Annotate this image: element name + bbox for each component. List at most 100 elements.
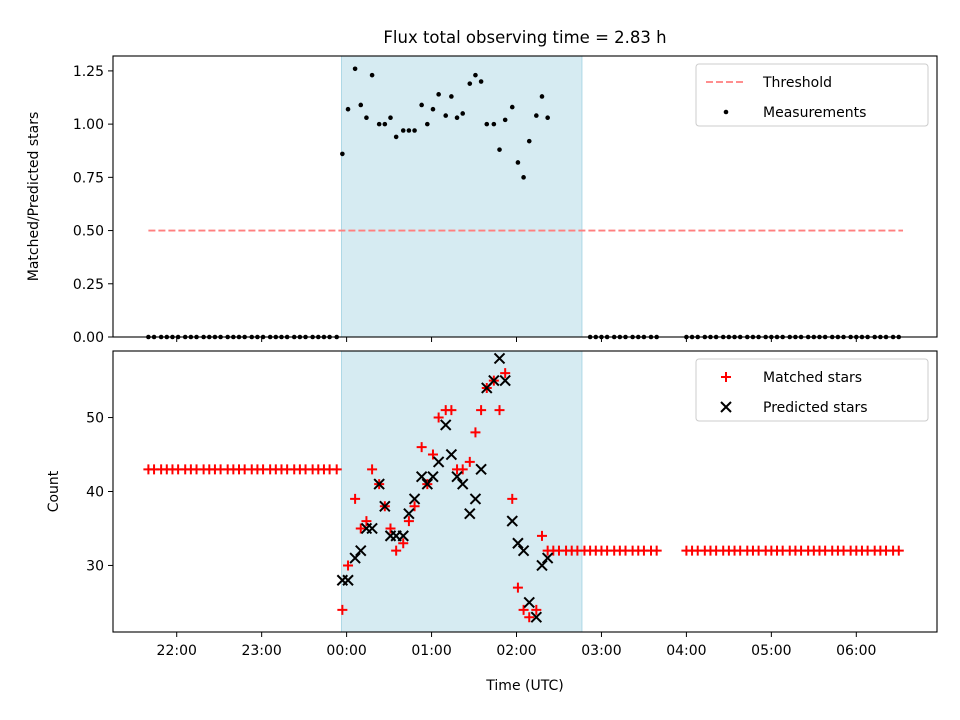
predicted-star-point xyxy=(517,544,530,557)
measurement-point xyxy=(393,134,399,140)
predicted-star-point xyxy=(506,515,518,527)
predicted-star-point xyxy=(432,456,445,468)
y-tick-label: 1.25 xyxy=(73,64,104,80)
matched-star-point xyxy=(391,545,402,556)
measurement-point xyxy=(467,81,473,86)
predicted-star-point xyxy=(342,574,354,586)
measurement-point xyxy=(369,72,375,78)
predicted-star-point xyxy=(512,537,524,549)
x-axis-label: Time (UTC) xyxy=(485,678,563,694)
measurement-point xyxy=(460,111,466,116)
measurement-point xyxy=(382,121,388,127)
matched-star-point xyxy=(398,538,409,549)
x-tick-label: 03:00 xyxy=(581,643,621,659)
matched-star-point xyxy=(361,516,372,527)
y-axis-label: Matched/Predicted stars xyxy=(26,112,42,282)
chart-title: Flux total observing time = 2.83 h xyxy=(383,28,666,47)
measurement-point xyxy=(484,121,490,127)
legend-predicted-swatch xyxy=(720,401,732,413)
predicted-star-point xyxy=(421,478,434,490)
matched-star-point xyxy=(427,449,438,460)
predicted-star-point xyxy=(464,507,476,520)
matched-star-point xyxy=(367,464,378,475)
predicted-star-point xyxy=(415,471,428,483)
matched-star-point xyxy=(416,442,427,453)
measurement-point xyxy=(388,115,393,121)
predicted-star-point xyxy=(475,463,487,476)
predicted-star-point xyxy=(403,507,415,520)
x-tick-label: 22:00 xyxy=(157,643,197,659)
matched-star-point xyxy=(531,604,542,615)
y-axis-label: Count xyxy=(46,470,62,512)
measurement-point xyxy=(515,160,521,165)
measurement-point xyxy=(521,175,526,180)
matched-star-point xyxy=(385,523,396,534)
observing-window-shade xyxy=(341,55,583,338)
measurement-point xyxy=(502,117,508,123)
measurement-point xyxy=(345,106,351,112)
predicted-star-point xyxy=(349,552,361,564)
x-tick-label: 00:00 xyxy=(326,643,366,659)
measurement-point xyxy=(491,121,497,127)
legend: Matched stars Predicted stars xyxy=(695,358,929,422)
measurement-point xyxy=(526,138,532,144)
bottom-panel: 30 40 50 22:00 23:00 00:00 01:00 02:00 03:00 04:0… xyxy=(46,350,938,694)
y-tick-label: 1.00 xyxy=(73,117,104,133)
measurement-point xyxy=(436,92,441,97)
matched-star-point xyxy=(518,604,529,615)
measurement-point xyxy=(509,104,515,110)
predicted-star-point xyxy=(366,522,378,535)
predicted-star-point xyxy=(440,419,452,431)
matched-star-point xyxy=(350,493,361,504)
matched-star-point xyxy=(409,501,420,512)
y-tick-label: 30 xyxy=(86,558,104,574)
measurement-point xyxy=(545,115,550,121)
predicted-star-point xyxy=(488,374,500,387)
matched-star-point xyxy=(494,405,505,416)
matched-star-point xyxy=(476,405,487,416)
legend-label: Threshold xyxy=(762,75,832,91)
measurement-point xyxy=(473,72,478,78)
matched-star-point xyxy=(355,523,366,534)
measurement-point xyxy=(443,113,449,118)
measurement-point xyxy=(454,115,460,121)
matched-star-point xyxy=(457,464,468,475)
measurement-point xyxy=(406,128,412,133)
x-tick-label: 02:00 xyxy=(496,643,536,659)
y-tick-label: 0.75 xyxy=(73,170,104,186)
measurement-point xyxy=(539,94,545,99)
observing-window-shade xyxy=(341,350,583,633)
predicted-star-point xyxy=(451,471,463,483)
predicted-star-point xyxy=(427,471,439,483)
measurement-point xyxy=(430,106,436,112)
predicted-star-point xyxy=(530,611,543,623)
matched-star-point xyxy=(536,530,547,541)
matched-star-point xyxy=(343,560,354,571)
measurement-point xyxy=(364,115,369,121)
predicted-star-point xyxy=(469,493,482,505)
predicted-star-point xyxy=(541,552,554,564)
matched-star-point xyxy=(512,582,523,593)
measurement-point xyxy=(449,94,454,99)
matched-star-point xyxy=(446,405,457,416)
predicted-star-point xyxy=(397,530,409,542)
x-tick-label: 05:00 xyxy=(751,643,791,659)
matched-star-point xyxy=(464,456,475,467)
predicted-star-point xyxy=(523,596,535,609)
y-tick-label: 0.50 xyxy=(73,224,104,240)
matched-star-point xyxy=(651,545,662,556)
legend-label: Matched stars xyxy=(763,370,862,386)
matched-star-point xyxy=(331,464,342,475)
predicted-star-point xyxy=(373,478,385,490)
measurement-point xyxy=(376,121,382,127)
predicted-star-point xyxy=(493,352,506,365)
measurement-point xyxy=(534,113,539,118)
matched-star-point xyxy=(403,516,414,527)
predicted-star-point xyxy=(379,500,391,512)
predicted-star-point xyxy=(408,493,421,505)
axes-frame xyxy=(112,55,938,338)
y-tick-label: 40 xyxy=(86,485,104,501)
matched-star-point xyxy=(507,493,518,504)
y-tick-label: 0.25 xyxy=(73,277,104,293)
